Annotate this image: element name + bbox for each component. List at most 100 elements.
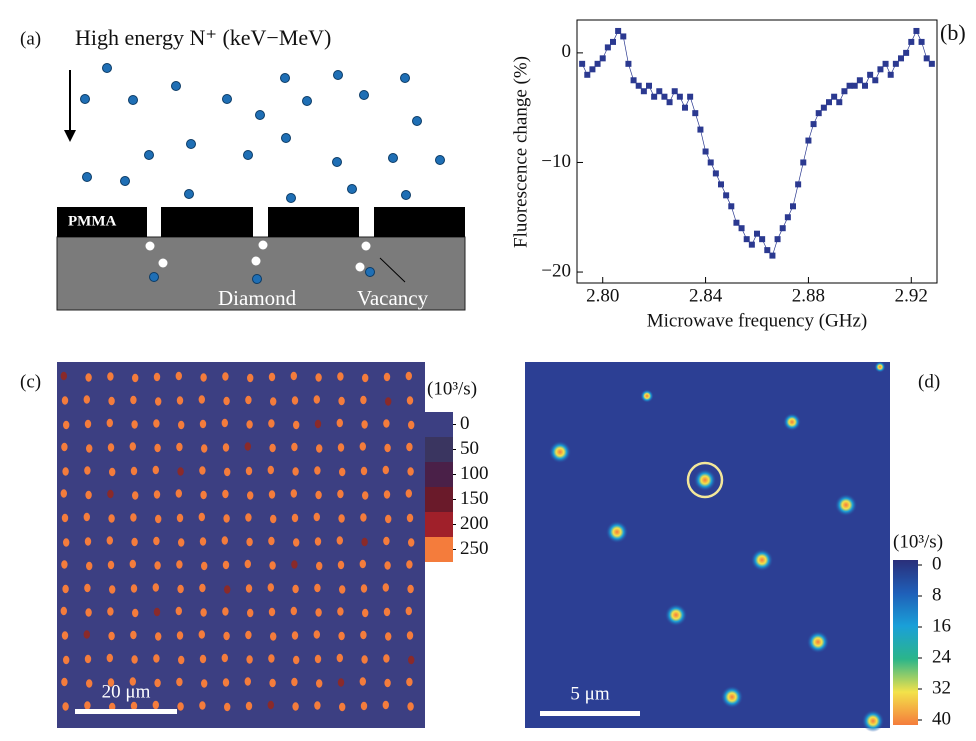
data-point bbox=[702, 148, 709, 155]
nv-spot bbox=[313, 395, 320, 404]
nv-spot bbox=[549, 441, 571, 463]
data-point bbox=[836, 99, 843, 106]
nv-spot bbox=[314, 419, 322, 429]
data-point bbox=[882, 60, 889, 67]
x-tick-label: 2.80 bbox=[586, 285, 619, 306]
colorbar-unit: (10³/s) bbox=[427, 378, 477, 399]
nv-spot bbox=[129, 559, 136, 569]
nv-spot bbox=[154, 561, 161, 570]
ion bbox=[365, 267, 375, 277]
x-tick-label: 2.84 bbox=[689, 285, 723, 306]
nv-spot bbox=[360, 395, 367, 405]
nv-spot bbox=[290, 606, 297, 616]
colorbar-segment bbox=[425, 537, 453, 562]
nv-spot bbox=[131, 537, 138, 547]
nv-spot bbox=[874, 361, 886, 373]
nv-spot bbox=[382, 465, 389, 475]
nv-spot bbox=[175, 371, 182, 381]
ion bbox=[222, 94, 232, 104]
scale-bar bbox=[75, 709, 177, 714]
nv-spot bbox=[360, 701, 368, 711]
nv-spot bbox=[155, 632, 162, 641]
nv-spot bbox=[337, 560, 345, 570]
colorbar-tick-label: 0 bbox=[932, 553, 942, 574]
colorbar-segment bbox=[425, 462, 453, 487]
nv-spot bbox=[293, 420, 300, 430]
nv-spot bbox=[175, 606, 182, 616]
nv-spot bbox=[223, 396, 230, 406]
nv-spot bbox=[176, 560, 183, 569]
colorbar-tick-label: 150 bbox=[460, 488, 489, 509]
nv-spot bbox=[61, 396, 69, 405]
mask-label: PMMA bbox=[68, 213, 116, 229]
nv-spot bbox=[383, 607, 391, 617]
nv-spot bbox=[61, 560, 68, 569]
nv-spot bbox=[384, 443, 391, 453]
ion bbox=[359, 90, 369, 100]
nv-spot bbox=[222, 372, 229, 381]
nv-spot bbox=[60, 606, 67, 616]
nv-spot bbox=[199, 701, 206, 710]
nv-spot bbox=[269, 678, 276, 688]
data-point bbox=[790, 203, 796, 210]
mask bbox=[374, 207, 465, 237]
nv-spot bbox=[268, 419, 275, 428]
nv-spot bbox=[131, 655, 138, 664]
nv-spot bbox=[314, 537, 322, 546]
nv-spot bbox=[130, 630, 137, 640]
nv-spot bbox=[721, 686, 743, 708]
nv-spot bbox=[222, 678, 230, 687]
nv-spot bbox=[247, 373, 254, 383]
nv-spot bbox=[109, 585, 116, 594]
nv-spot bbox=[314, 583, 321, 593]
ion bbox=[401, 190, 411, 200]
nv-spot bbox=[152, 700, 159, 710]
nv-spot bbox=[268, 536, 275, 546]
ion bbox=[149, 272, 159, 282]
data-point bbox=[692, 110, 699, 117]
data-point bbox=[676, 93, 683, 100]
nv-spot bbox=[176, 396, 184, 405]
nv-spot bbox=[291, 396, 299, 405]
nv-spot bbox=[153, 607, 161, 617]
nv-spot bbox=[751, 549, 773, 571]
nv-spot bbox=[200, 608, 207, 617]
nv-spot bbox=[314, 701, 321, 710]
data-point bbox=[666, 99, 673, 106]
nv-spot bbox=[199, 466, 206, 475]
nv-spot bbox=[385, 632, 392, 641]
nv-spot bbox=[198, 395, 205, 404]
nv-spot bbox=[177, 702, 184, 711]
nv-spot bbox=[293, 655, 300, 665]
nv-spot bbox=[337, 678, 345, 687]
nv-spot bbox=[267, 583, 274, 592]
ion bbox=[332, 157, 342, 167]
nv-spot bbox=[406, 631, 414, 640]
data-point bbox=[579, 60, 586, 67]
nv-spot bbox=[360, 466, 368, 476]
data-point bbox=[774, 236, 781, 243]
data-point bbox=[841, 88, 848, 95]
colorbar-segment bbox=[425, 437, 453, 462]
nv-spot bbox=[107, 489, 114, 499]
data-point bbox=[928, 60, 935, 67]
nv-spot bbox=[862, 710, 884, 732]
data-point bbox=[651, 93, 658, 100]
ion bbox=[280, 73, 290, 83]
nv-spot bbox=[316, 561, 323, 571]
data-point bbox=[898, 55, 904, 62]
nv-spot bbox=[269, 561, 276, 570]
data-point bbox=[697, 126, 704, 133]
nv-spot bbox=[62, 702, 69, 711]
nv-spot bbox=[268, 607, 276, 617]
nv-spot bbox=[270, 632, 277, 641]
nv-spot bbox=[155, 514, 162, 524]
nv-spot bbox=[201, 444, 208, 453]
nv-spot bbox=[84, 654, 92, 664]
nv-spot bbox=[406, 677, 413, 687]
data-point bbox=[707, 159, 714, 166]
nv-spot bbox=[154, 443, 161, 453]
x-axis-label: Microwave frequency (GHz) bbox=[647, 310, 868, 331]
nv-spot bbox=[405, 371, 412, 381]
nv-spot bbox=[61, 677, 68, 687]
